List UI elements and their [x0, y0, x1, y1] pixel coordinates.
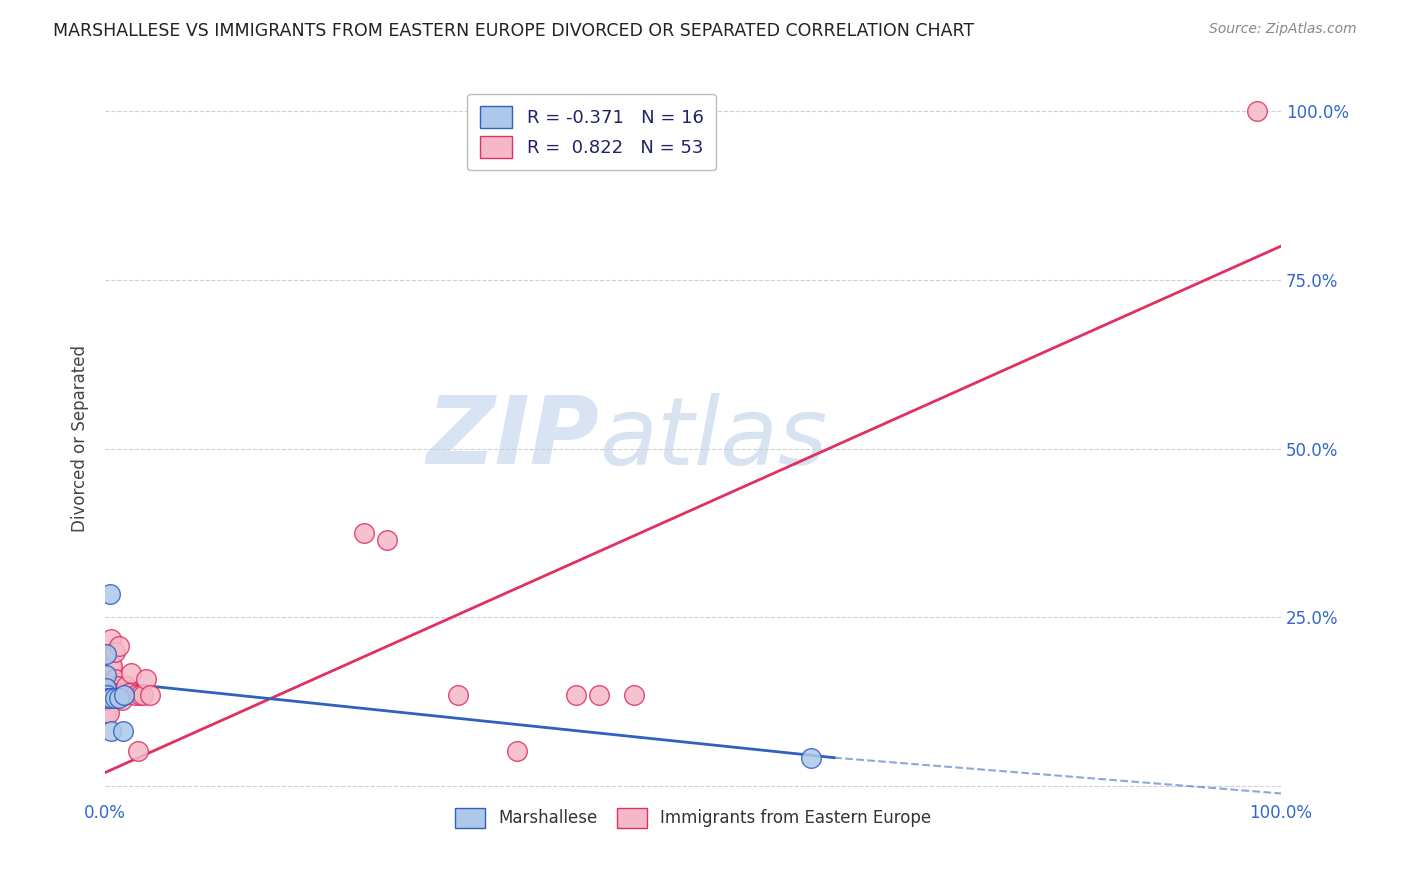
Point	[111, 692, 134, 706]
Point	[108, 686, 131, 700]
Point	[124, 688, 146, 702]
Point	[623, 688, 645, 702]
Point	[108, 639, 131, 653]
Point	[447, 688, 470, 702]
Point	[97, 688, 120, 702]
Point	[112, 686, 135, 700]
Point	[98, 587, 121, 601]
Point	[107, 686, 129, 700]
Point	[104, 686, 127, 700]
Point	[108, 691, 131, 706]
Point	[111, 723, 134, 738]
Point	[139, 688, 162, 702]
Point	[97, 691, 120, 706]
Point	[112, 688, 135, 702]
Point	[377, 533, 399, 547]
Point	[94, 706, 117, 720]
Point	[97, 706, 120, 720]
Point	[97, 688, 120, 702]
Point	[94, 688, 117, 702]
Point	[135, 673, 157, 687]
Text: atlas: atlas	[599, 393, 827, 484]
Point	[98, 683, 121, 698]
Legend: Marshallese, Immigrants from Eastern Europe: Marshallese, Immigrants from Eastern Eur…	[449, 801, 938, 835]
Point	[96, 681, 118, 695]
Point	[110, 686, 132, 700]
Point	[97, 691, 120, 706]
Point	[96, 688, 118, 702]
Point	[96, 688, 118, 702]
Text: Source: ZipAtlas.com: Source: ZipAtlas.com	[1209, 22, 1357, 37]
Point	[94, 648, 117, 662]
Point	[115, 679, 138, 693]
Text: ZIP: ZIP	[426, 392, 599, 484]
Point	[105, 679, 128, 693]
Point	[103, 688, 125, 702]
Point	[96, 691, 118, 706]
Point	[96, 687, 118, 701]
Point	[97, 688, 120, 702]
Point	[129, 688, 152, 702]
Point	[100, 632, 122, 646]
Point	[97, 691, 120, 706]
Point	[94, 667, 117, 681]
Point	[101, 686, 124, 700]
Point	[105, 686, 128, 700]
Point	[110, 688, 132, 702]
Point	[111, 686, 134, 700]
Point	[120, 665, 142, 680]
Point	[132, 688, 155, 702]
Point	[104, 673, 127, 687]
Point	[104, 645, 127, 659]
Point	[800, 750, 823, 764]
Point	[101, 659, 124, 673]
Point	[353, 525, 375, 540]
Point	[118, 686, 141, 700]
Text: MARSHALLESE VS IMMIGRANTS FROM EASTERN EUROPE DIVORCED OR SEPARATED CORRELATION : MARSHALLESE VS IMMIGRANTS FROM EASTERN E…	[53, 22, 974, 40]
Point	[104, 683, 127, 698]
Point	[588, 688, 610, 702]
Point	[96, 692, 118, 706]
Y-axis label: Divorced or Separated: Divorced or Separated	[72, 345, 89, 532]
Point	[104, 691, 127, 706]
Point	[564, 688, 586, 702]
Point	[100, 691, 122, 706]
Point	[100, 659, 122, 673]
Point	[100, 691, 122, 706]
Point	[1246, 104, 1268, 119]
Point	[107, 679, 129, 693]
Point	[506, 744, 529, 758]
Point	[103, 688, 125, 702]
Point	[100, 723, 122, 738]
Point	[98, 691, 121, 706]
Point	[96, 692, 118, 706]
Point	[112, 688, 135, 702]
Point	[127, 744, 149, 758]
Point	[97, 691, 120, 706]
